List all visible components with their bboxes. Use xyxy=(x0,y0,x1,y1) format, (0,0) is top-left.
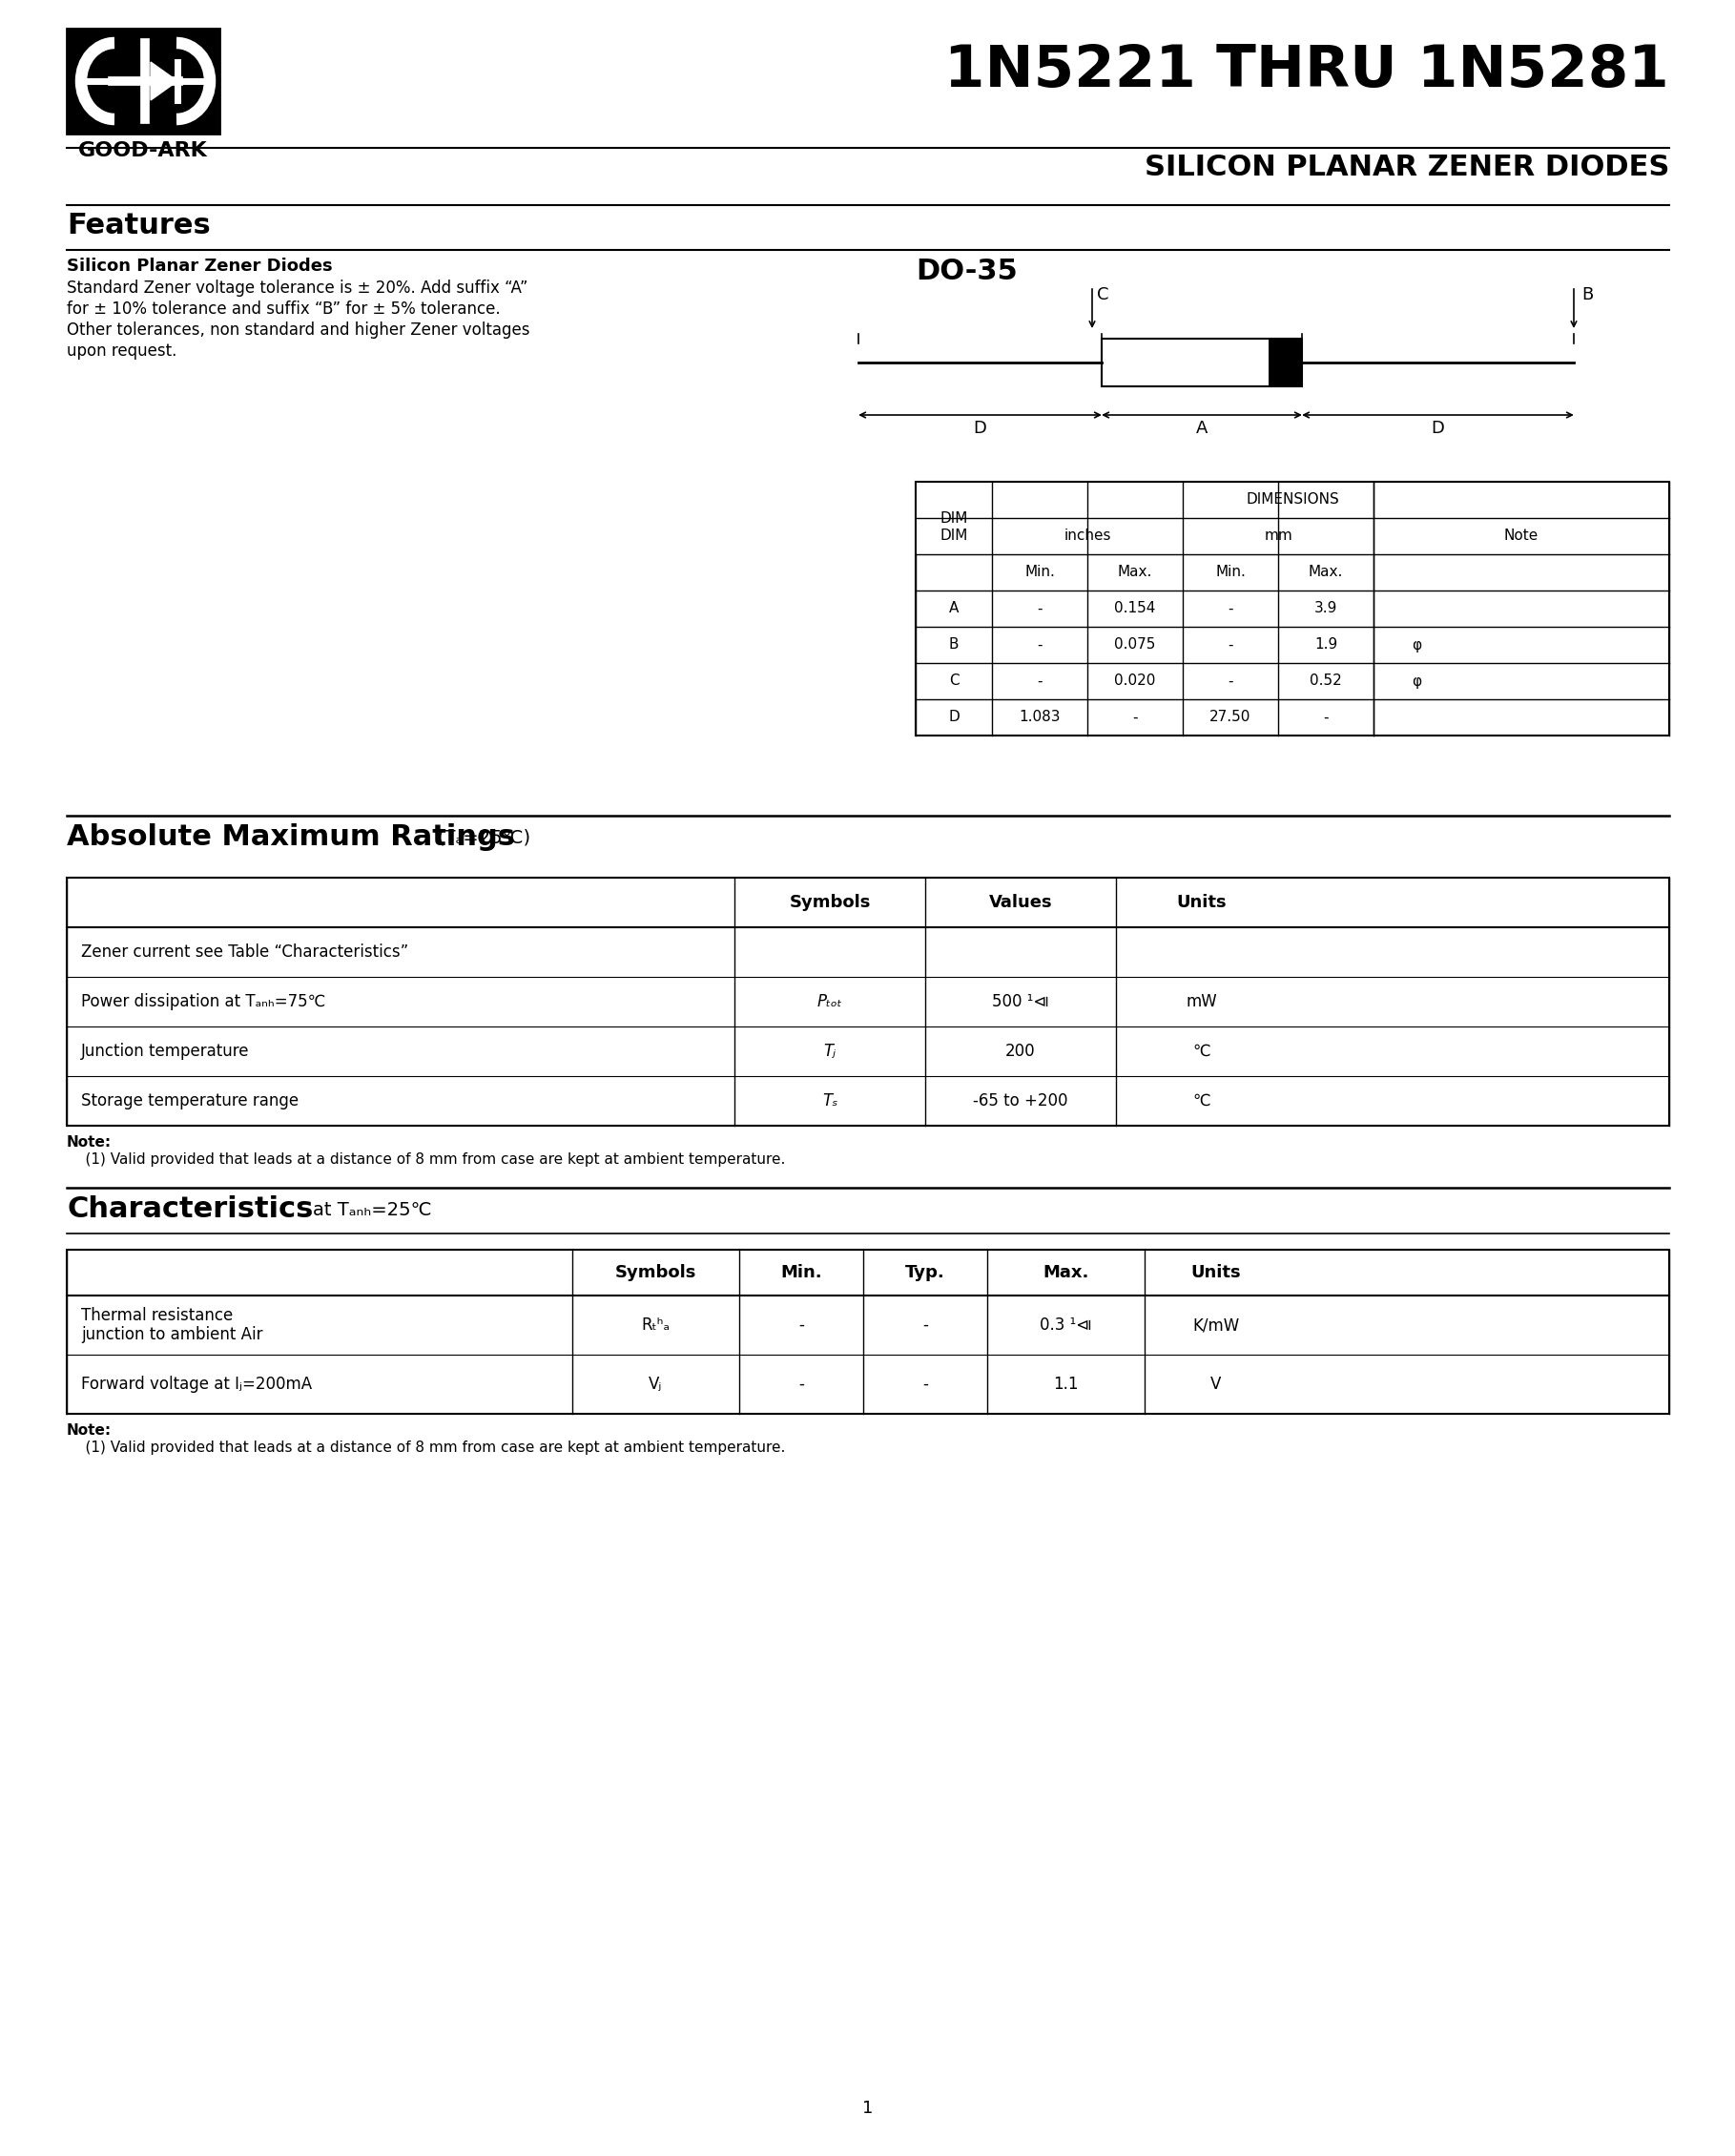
Text: Units: Units xyxy=(1176,895,1227,912)
Text: mW: mW xyxy=(1187,994,1218,1011)
Text: Pₜₒₜ: Pₜₒₜ xyxy=(817,994,843,1011)
Text: Zener current see Table “Characteristics”: Zener current see Table “Characteristics… xyxy=(82,944,408,962)
Text: 1.1: 1.1 xyxy=(1053,1376,1079,1393)
Text: C: C xyxy=(1097,287,1109,304)
Text: Max.: Max. xyxy=(1043,1263,1090,1281)
Text: 500 ¹⧏: 500 ¹⧏ xyxy=(992,994,1050,1011)
Text: -: - xyxy=(1038,675,1043,688)
Text: Thermal resistance
junction to ambient Air: Thermal resistance junction to ambient A… xyxy=(82,1307,262,1343)
Text: 0.3 ¹⧏: 0.3 ¹⧏ xyxy=(1039,1317,1091,1335)
Text: 1.9: 1.9 xyxy=(1313,638,1338,651)
Text: -: - xyxy=(1228,675,1234,688)
Text: 200: 200 xyxy=(1006,1044,1036,1061)
Text: Storage temperature range: Storage temperature range xyxy=(82,1093,298,1110)
Text: Min.: Min. xyxy=(1024,565,1055,580)
Text: 0.52: 0.52 xyxy=(1310,675,1341,688)
Text: ℃: ℃ xyxy=(1194,1093,1211,1110)
Text: 0.020: 0.020 xyxy=(1114,675,1156,688)
Text: Min.: Min. xyxy=(781,1263,822,1281)
Text: -: - xyxy=(798,1317,803,1335)
Text: φ: φ xyxy=(1412,675,1421,688)
Bar xyxy=(66,877,1669,1125)
Text: at Tₐₙₕ=25℃: at Tₐₙₕ=25℃ xyxy=(312,1201,432,1218)
Bar xyxy=(66,1250,1669,1414)
Polygon shape xyxy=(151,63,177,99)
Text: SILICON PLANAR ZENER DIODES: SILICON PLANAR ZENER DIODES xyxy=(1143,153,1669,181)
Text: Other tolerances, non standard and higher Zener voltages: Other tolerances, non standard and highe… xyxy=(66,321,529,338)
Text: Max.: Max. xyxy=(1308,565,1343,580)
Text: 0.154: 0.154 xyxy=(1114,602,1156,617)
Text: Tₛ: Tₛ xyxy=(822,1093,838,1110)
Text: Forward voltage at Iⱼ=200mA: Forward voltage at Iⱼ=200mA xyxy=(82,1376,312,1393)
Text: Vⱼ: Vⱼ xyxy=(649,1376,663,1393)
Text: C: C xyxy=(949,675,959,688)
Text: DIM: DIM xyxy=(940,528,968,543)
Text: Rₜʰₐ: Rₜʰₐ xyxy=(642,1317,670,1335)
Bar xyxy=(1268,338,1301,386)
Text: -: - xyxy=(1324,709,1329,724)
Text: -: - xyxy=(1038,602,1043,617)
Bar xyxy=(916,481,1669,735)
Text: B: B xyxy=(949,638,959,651)
Text: Characteristics: Characteristics xyxy=(66,1194,314,1222)
Text: -65 to +200: -65 to +200 xyxy=(973,1093,1069,1110)
Text: 0.075: 0.075 xyxy=(1114,638,1156,651)
Text: 3.9: 3.9 xyxy=(1313,602,1338,617)
Text: Features: Features xyxy=(66,211,210,239)
Text: Note:: Note: xyxy=(66,1136,111,1149)
Text: D: D xyxy=(1431,420,1445,438)
Text: -: - xyxy=(1228,638,1234,651)
Text: Symbols: Symbols xyxy=(789,895,871,912)
Text: -: - xyxy=(1228,602,1234,617)
Text: inches: inches xyxy=(1064,528,1110,543)
Text: mm: mm xyxy=(1263,528,1293,543)
Text: (1) Valid provided that leads at a distance of 8 mm from case are kept at ambien: (1) Valid provided that leads at a dista… xyxy=(66,1440,786,1455)
Text: Max.: Max. xyxy=(1117,565,1152,580)
Text: Tⱼ: Tⱼ xyxy=(824,1044,836,1061)
Text: 1N5221 THRU 1N5281: 1N5221 THRU 1N5281 xyxy=(944,43,1669,99)
Text: Typ.: Typ. xyxy=(906,1263,946,1281)
Text: for ± 10% tolerance and suffix “B” for ± 5% tolerance.: for ± 10% tolerance and suffix “B” for ±… xyxy=(66,300,500,317)
Text: Units: Units xyxy=(1190,1263,1241,1281)
Text: 27.50: 27.50 xyxy=(1209,709,1251,724)
Text: Min.: Min. xyxy=(1214,565,1246,580)
Text: D: D xyxy=(949,709,959,724)
Bar xyxy=(916,483,991,554)
Text: D: D xyxy=(973,420,987,438)
Text: A: A xyxy=(949,602,959,617)
Text: -: - xyxy=(923,1376,928,1393)
Text: -: - xyxy=(1038,638,1043,651)
Text: 1.083: 1.083 xyxy=(1018,709,1060,724)
Text: Values: Values xyxy=(989,895,1053,912)
Text: DIMENSIONS: DIMENSIONS xyxy=(1246,494,1339,507)
Text: K/mW: K/mW xyxy=(1192,1317,1239,1335)
Text: GOOD-ARK: GOOD-ARK xyxy=(78,140,208,160)
Text: Absolute Maximum Ratings: Absolute Maximum Ratings xyxy=(66,824,515,852)
Text: Standard Zener voltage tolerance is ± 20%. Add suffix “A”: Standard Zener voltage tolerance is ± 20… xyxy=(66,280,527,298)
Text: Symbols: Symbols xyxy=(614,1263,696,1281)
Text: (1) Valid provided that leads at a distance of 8 mm from case are kept at ambien: (1) Valid provided that leads at a dista… xyxy=(66,1153,786,1166)
Text: -: - xyxy=(923,1317,928,1335)
Text: φ: φ xyxy=(1412,638,1421,651)
Text: Note:: Note: xyxy=(66,1423,111,1438)
Text: Power dissipation at Tₐₙₕ=75℃: Power dissipation at Tₐₙₕ=75℃ xyxy=(82,994,326,1011)
Text: Note: Note xyxy=(1504,528,1539,543)
Text: A: A xyxy=(1195,420,1208,438)
Text: -: - xyxy=(1133,709,1138,724)
Bar xyxy=(1102,338,1301,386)
Text: DO-35: DO-35 xyxy=(916,257,1017,285)
Text: ℃: ℃ xyxy=(1194,1044,1211,1061)
Text: Silicon Planar Zener Diodes: Silicon Planar Zener Diodes xyxy=(66,257,333,274)
Bar xyxy=(66,28,219,134)
Text: DIM: DIM xyxy=(940,511,968,526)
Text: B: B xyxy=(1581,287,1593,304)
Text: -: - xyxy=(798,1376,803,1393)
Text: Junction temperature: Junction temperature xyxy=(82,1044,250,1061)
Text: 1: 1 xyxy=(862,2100,873,2117)
Text: upon request.: upon request. xyxy=(66,343,177,360)
Text: V: V xyxy=(1211,1376,1221,1393)
Text: (Tₐ=25℃): (Tₐ=25℃) xyxy=(437,830,531,847)
